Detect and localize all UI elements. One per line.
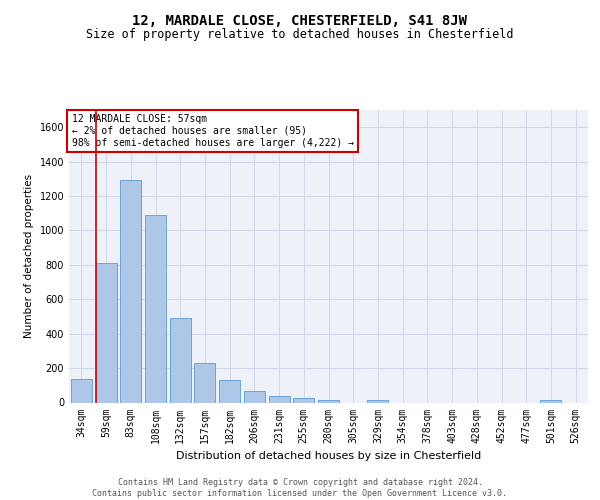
Y-axis label: Number of detached properties: Number of detached properties <box>24 174 34 338</box>
Bar <box>95 263 116 402</box>
Text: 12, MARDALE CLOSE, CHESTERFIELD, S41 8JW: 12, MARDALE CLOSE, CHESTERFIELD, S41 8JW <box>133 14 467 28</box>
Bar <box>367 400 388 402</box>
Text: Contains HM Land Registry data © Crown copyright and database right 2024.
Contai: Contains HM Land Registry data © Crown c… <box>92 478 508 498</box>
Text: 12 MARDALE CLOSE: 57sqm
← 2% of detached houses are smaller (95)
98% of semi-det: 12 MARDALE CLOSE: 57sqm ← 2% of detached… <box>71 114 353 148</box>
Bar <box>71 380 92 402</box>
Bar <box>293 398 314 402</box>
Bar <box>219 380 240 402</box>
Bar <box>541 400 562 402</box>
Text: Size of property relative to detached houses in Chesterfield: Size of property relative to detached ho… <box>86 28 514 41</box>
Bar <box>244 391 265 402</box>
Bar <box>318 400 339 402</box>
Bar <box>120 180 141 402</box>
Bar <box>194 362 215 403</box>
Bar <box>170 318 191 402</box>
X-axis label: Distribution of detached houses by size in Chesterfield: Distribution of detached houses by size … <box>176 451 481 461</box>
Bar <box>269 396 290 402</box>
Bar <box>145 215 166 402</box>
